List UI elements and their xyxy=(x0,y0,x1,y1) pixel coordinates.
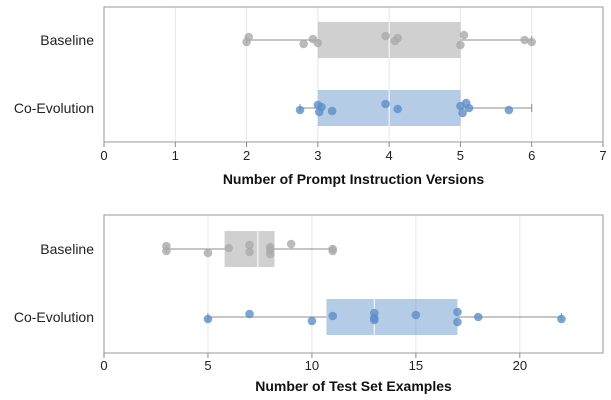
data-point xyxy=(245,309,254,319)
plot-frame xyxy=(103,214,604,354)
x-axis-title: Number of Prompt Instruction Versions xyxy=(223,171,485,187)
data-point xyxy=(527,37,537,47)
panel-prompt-versions: Baseline Co-Evolution 0 1 2 3 4 5 6 7 Number of… xyxy=(14,6,607,187)
data-point xyxy=(456,40,465,50)
panel-test-set-examples: Baseline Co-Evolution 0 5 10 15 20 Number of… xyxy=(14,214,604,394)
x-tick-label: 5 xyxy=(204,358,211,373)
data-point xyxy=(393,104,402,114)
data-point xyxy=(203,314,213,324)
data-point xyxy=(504,105,514,115)
data-point xyxy=(520,35,529,45)
x-tick-label: 5 xyxy=(457,148,464,163)
x-tick-label: 4 xyxy=(386,148,393,163)
x-tick-label: 10 xyxy=(305,358,319,373)
x-tick-label: 1 xyxy=(172,148,179,163)
data-point xyxy=(459,30,469,40)
x-axis-title: Number of Test Set Examples xyxy=(255,378,452,394)
x-tick-label: 2 xyxy=(243,148,250,163)
data-point xyxy=(245,247,254,257)
data-point xyxy=(473,312,483,322)
data-point xyxy=(245,240,254,250)
category-label-baseline: Baseline xyxy=(40,32,94,48)
data-point xyxy=(162,241,171,251)
data-point xyxy=(411,310,421,320)
data-point xyxy=(286,239,296,249)
data-point xyxy=(266,242,275,252)
data-point xyxy=(317,102,326,112)
data-point xyxy=(453,307,462,317)
data-point xyxy=(464,103,474,113)
plot-frame xyxy=(103,6,604,143)
data-point xyxy=(369,313,379,323)
data-point xyxy=(266,249,275,259)
data-point xyxy=(393,33,402,43)
x-tick-label: 3 xyxy=(314,148,321,163)
data-point xyxy=(327,106,337,116)
x-tick-label: 20 xyxy=(513,358,527,373)
data-point xyxy=(453,317,462,327)
data-point xyxy=(328,311,338,321)
data-point xyxy=(557,314,566,324)
data-point xyxy=(299,39,308,49)
data-point xyxy=(244,32,254,42)
category-label-co-evolution: Co-Evolution xyxy=(14,100,94,116)
data-point xyxy=(203,248,213,258)
x-tick-label: 0 xyxy=(100,358,107,373)
x-tick-label: 15 xyxy=(409,358,423,373)
data-point xyxy=(307,316,317,326)
box-co-evolution xyxy=(326,299,458,335)
x-tick-label: 0 xyxy=(100,148,107,163)
x-tick-label: 7 xyxy=(599,148,606,163)
data-point xyxy=(313,38,323,48)
data-point xyxy=(458,108,467,118)
category-label-baseline: Baseline xyxy=(40,241,94,257)
data-point xyxy=(328,246,338,256)
data-point xyxy=(381,99,390,109)
category-label-co-evolution: Co-Evolution xyxy=(14,309,94,325)
data-point xyxy=(381,31,390,41)
data-point xyxy=(295,105,305,115)
data-point xyxy=(224,243,234,253)
x-tick-label: 6 xyxy=(528,148,535,163)
